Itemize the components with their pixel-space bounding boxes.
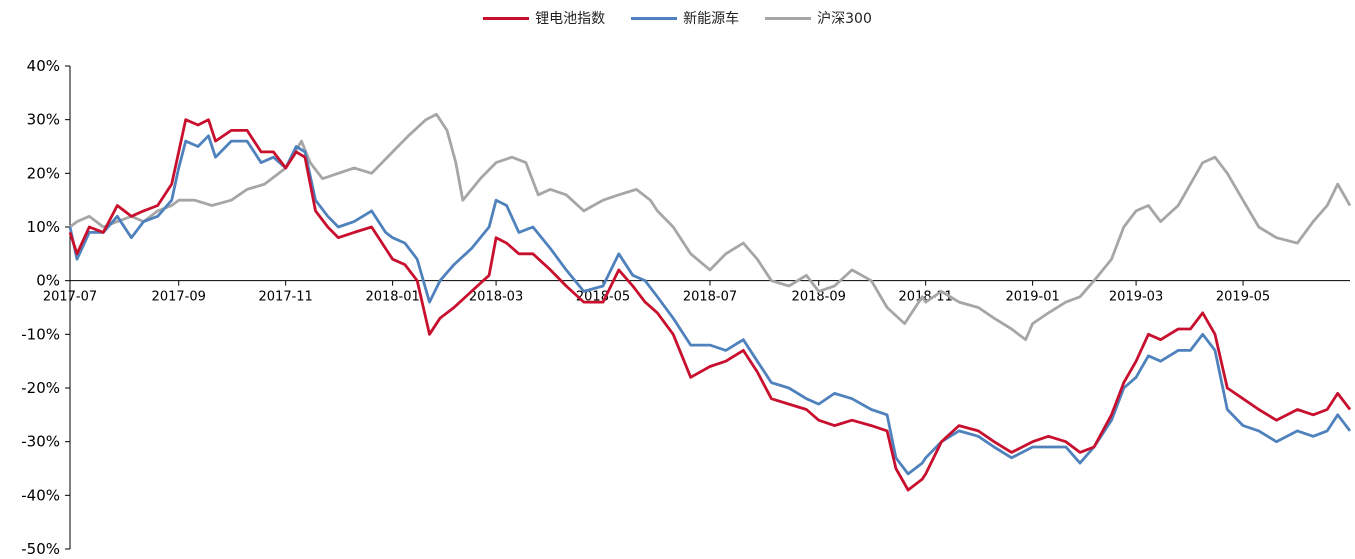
series-line-nev <box>70 136 1350 474</box>
y-axis: 40% 30% 20% 10% 0% -10% -20% -30% -40% -50% <box>21 57 70 558</box>
x-tick-label: 2019-01 <box>1005 290 1059 305</box>
series-line-lithium <box>70 120 1350 490</box>
x-tick-label: 2018-07 <box>683 290 737 305</box>
x-tick-label: 2019-03 <box>1109 290 1163 305</box>
y-tick-label: -20% <box>21 379 60 397</box>
y-tick-label: 10% <box>27 218 60 236</box>
x-tick-label: 2018-01 <box>365 290 419 305</box>
x-axis: 2017-07 2017-09 2017-11 2018-01 2018-03 2018-… <box>43 281 1350 305</box>
x-tick-label: 2017-11 <box>259 290 313 305</box>
x-tick-label: 2018-03 <box>469 290 523 305</box>
y-tick-label: 30% <box>27 111 60 129</box>
series-line-hs300 <box>70 114 1350 339</box>
x-tick-label: 2019-05 <box>1216 290 1270 305</box>
x-tick-label: 2017-07 <box>43 290 97 305</box>
y-tick-label: 0% <box>36 272 60 290</box>
y-tick-label: -50% <box>21 540 60 558</box>
x-tick-label: 2017-09 <box>152 290 206 305</box>
y-tick-label: 20% <box>27 164 60 182</box>
y-tick-label: -30% <box>21 433 60 451</box>
y-tick-label: -10% <box>21 325 60 343</box>
y-tick-label: 40% <box>27 57 60 75</box>
y-tick-label: -40% <box>21 486 60 504</box>
